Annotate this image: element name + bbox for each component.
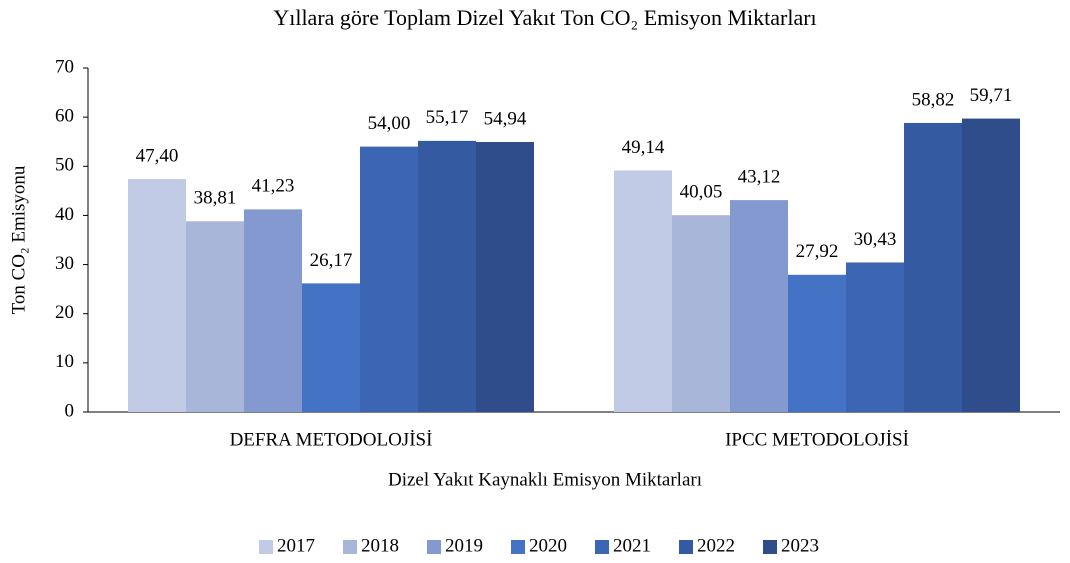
bar	[360, 146, 418, 412]
x-tick-label: IPCC METODOLOJİSİ	[725, 429, 909, 450]
value-label: 54,94	[484, 108, 527, 129]
value-label: 27,92	[796, 241, 839, 262]
y-tick-label: 10	[55, 351, 74, 372]
y-axis-label: Ton CO₂ Emisyonu	[8, 165, 29, 314]
value-label: 30,43	[854, 229, 897, 250]
value-label: 26,17	[310, 250, 353, 271]
legend-swatch	[511, 540, 525, 554]
y-tick-label: 70	[55, 56, 74, 77]
chart-title: Yıllara göre Toplam Dizel Yakıt Ton CO₂ …	[273, 5, 816, 30]
bar	[962, 118, 1020, 413]
legend-swatch	[595, 540, 609, 554]
legend-swatch	[427, 540, 441, 554]
x-axis-label: Dizel Yakıt Kaynaklı Emisyon Miktarları	[388, 469, 702, 490]
y-tick-label: 60	[55, 106, 74, 127]
legend-label: 2018	[361, 535, 399, 556]
bar	[476, 142, 534, 412]
legend-swatch	[763, 540, 777, 554]
bar	[672, 215, 730, 412]
legend-label: 2020	[529, 535, 567, 556]
value-label: 54,00	[368, 113, 411, 134]
legend-label: 2017	[277, 535, 315, 556]
value-label: 55,17	[426, 107, 469, 128]
legend-swatch	[259, 540, 273, 554]
value-label: 49,14	[622, 137, 665, 158]
y-tick-label: 50	[55, 155, 74, 176]
bar	[788, 274, 846, 412]
bar	[904, 122, 962, 412]
bar	[302, 283, 360, 412]
legend-label: 2019	[445, 535, 483, 556]
legend-swatch	[679, 540, 693, 554]
x-tick-label: DEFRA METODOLOJİSİ	[230, 429, 433, 450]
bar	[846, 262, 904, 412]
y-tick-label: 20	[55, 302, 74, 323]
value-label: 38,81	[194, 188, 237, 209]
value-label: 47,40	[136, 145, 179, 166]
bar	[730, 200, 788, 412]
value-label: 59,71	[970, 85, 1013, 106]
bar	[418, 140, 476, 413]
legend-label: 2023	[781, 535, 819, 556]
bar	[128, 179, 186, 412]
bar	[244, 209, 302, 412]
legend-label: 2022	[697, 535, 735, 556]
legend-swatch	[343, 540, 357, 554]
y-tick-label: 0	[65, 400, 75, 421]
value-label: 40,05	[680, 182, 723, 203]
legend-label: 2021	[613, 535, 651, 556]
value-label: 41,23	[252, 176, 295, 197]
y-tick-label: 40	[55, 204, 74, 225]
y-tick-label: 30	[55, 253, 74, 274]
bar	[186, 221, 244, 412]
value-label: 43,12	[738, 166, 781, 187]
value-label: 58,82	[912, 89, 955, 110]
bar	[614, 170, 672, 412]
